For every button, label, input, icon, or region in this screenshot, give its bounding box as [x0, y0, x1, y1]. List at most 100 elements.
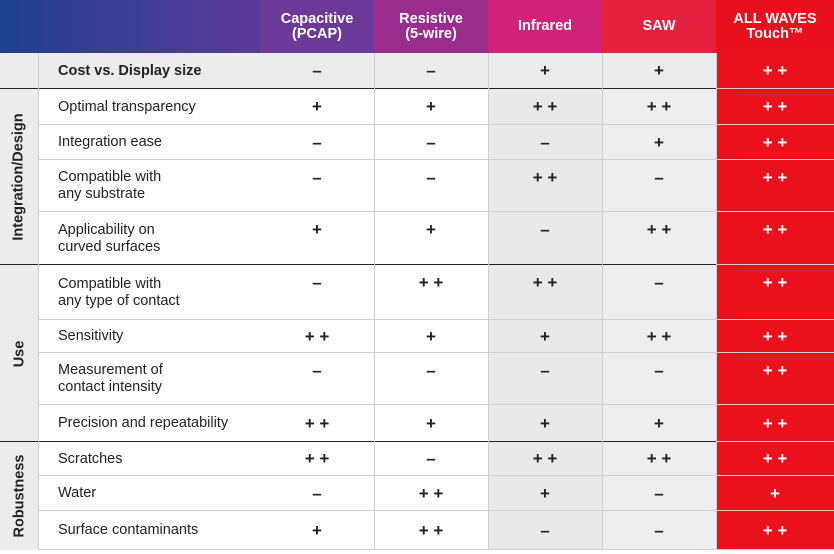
feature-label: Precision and repeatability — [38, 405, 260, 442]
feature-label: Compatible with any type of contact — [38, 265, 260, 320]
group-label-text: Integration/Design — [11, 113, 28, 241]
group-label: Use — [0, 265, 38, 442]
column-divider — [488, 53, 489, 550]
row-divider — [38, 159, 834, 160]
row-divider — [38, 352, 834, 353]
rating-cell: + + — [716, 53, 834, 89]
rating-cell: – — [374, 353, 488, 405]
column-divider — [374, 53, 375, 550]
rating-cell: – — [602, 353, 716, 405]
rating-cell: – — [602, 160, 716, 212]
rating-cell: – — [260, 125, 374, 160]
rating-cell: – — [488, 511, 602, 550]
rating-cell: + — [260, 212, 374, 265]
rating-cell: + + — [716, 442, 834, 476]
feature-label: Surface contaminants — [38, 511, 260, 550]
feature-label: Water — [38, 476, 260, 511]
rating-cell: + — [374, 405, 488, 442]
rating-cell: + — [374, 320, 488, 353]
rating-cell: – — [260, 476, 374, 511]
rating-cell: – — [260, 265, 374, 320]
rating-cell: + + — [716, 212, 834, 265]
rating-cell: – — [374, 53, 488, 89]
column-divider — [38, 53, 39, 550]
rating-cell: + + — [488, 89, 602, 125]
rating-cell: + + — [602, 442, 716, 476]
rating-cell: + + — [488, 265, 602, 320]
rating-cell: + + — [716, 511, 834, 550]
rating-cell: – — [488, 212, 602, 265]
group-label-text: Use — [10, 340, 27, 367]
rating-cell: + + — [488, 160, 602, 212]
rating-cell: + — [602, 53, 716, 89]
rating-cell: + + — [260, 320, 374, 353]
group-label: Robustness — [0, 442, 38, 550]
group-spacer — [0, 53, 38, 89]
feature-label: Optimal transparency — [38, 89, 260, 125]
rating-cell: + — [488, 53, 602, 89]
rating-cell: + + — [260, 405, 374, 442]
feature-label: Cost vs. Display size — [38, 53, 260, 89]
row-divider — [38, 475, 834, 476]
rating-cell: + + — [374, 265, 488, 320]
rating-cell: + + — [602, 212, 716, 265]
rating-cell: + + — [716, 353, 834, 405]
rating-cell: + — [260, 89, 374, 125]
rating-cell: + + — [602, 89, 716, 125]
rating-cell: – — [260, 53, 374, 89]
column-header: ALL WAVES Touch™ — [716, 0, 834, 53]
rating-cell: – — [374, 160, 488, 212]
column-divider — [716, 53, 717, 550]
rating-cell: + + — [260, 442, 374, 476]
rating-cell: + — [488, 476, 602, 511]
feature-label: Compatible with any substrate — [38, 160, 260, 212]
row-divider — [38, 404, 834, 405]
rating-cell: + + — [716, 265, 834, 320]
column-header: Resistive (5-wire) — [374, 0, 488, 53]
row-divider — [38, 211, 834, 212]
group-label-text: Robustness — [11, 454, 27, 538]
rating-cell: + — [488, 405, 602, 442]
rating-cell: + + — [716, 405, 834, 442]
row-divider — [38, 124, 834, 125]
rating-cell: + + — [716, 320, 834, 353]
feature-label: Scratches — [38, 442, 260, 476]
feature-label: Sensitivity — [38, 320, 260, 353]
rating-cell: + — [374, 212, 488, 265]
rating-cell: – — [602, 511, 716, 550]
rating-cell: + — [716, 476, 834, 511]
rating-cell: – — [488, 353, 602, 405]
rating-cell: + — [602, 125, 716, 160]
feature-label: Applicability on curved surfaces — [38, 212, 260, 265]
rating-cell: – — [488, 125, 602, 160]
rating-cell: + + — [374, 511, 488, 550]
rating-cell: – — [374, 125, 488, 160]
rating-cell: + — [260, 511, 374, 550]
rating-cell: – — [602, 476, 716, 511]
rating-cell: + — [602, 405, 716, 442]
column-header: Infrared — [488, 0, 602, 53]
rating-cell: + + — [716, 160, 834, 212]
header-corner — [0, 0, 260, 53]
feature-label: Integration ease — [38, 125, 260, 160]
row-divider — [38, 510, 834, 511]
rating-cell: + — [374, 89, 488, 125]
row-divider — [38, 549, 834, 550]
rating-cell: – — [260, 160, 374, 212]
rating-cell: – — [260, 353, 374, 405]
rating-cell: + + — [716, 125, 834, 160]
column-header: SAW — [602, 0, 716, 53]
rating-cell: + + — [374, 476, 488, 511]
rating-cell: + + — [602, 320, 716, 353]
column-header: Capacitive (PCAP) — [260, 0, 374, 53]
rating-cell: + + — [716, 89, 834, 125]
rating-cell: + — [488, 320, 602, 353]
rating-cell: – — [374, 442, 488, 476]
group-label: Integration/Design — [0, 89, 38, 265]
rating-cell: + + — [488, 442, 602, 476]
row-divider — [38, 319, 834, 320]
feature-label: Measurement of contact intensity — [38, 353, 260, 405]
column-divider — [602, 53, 603, 550]
rating-cell: – — [602, 265, 716, 320]
